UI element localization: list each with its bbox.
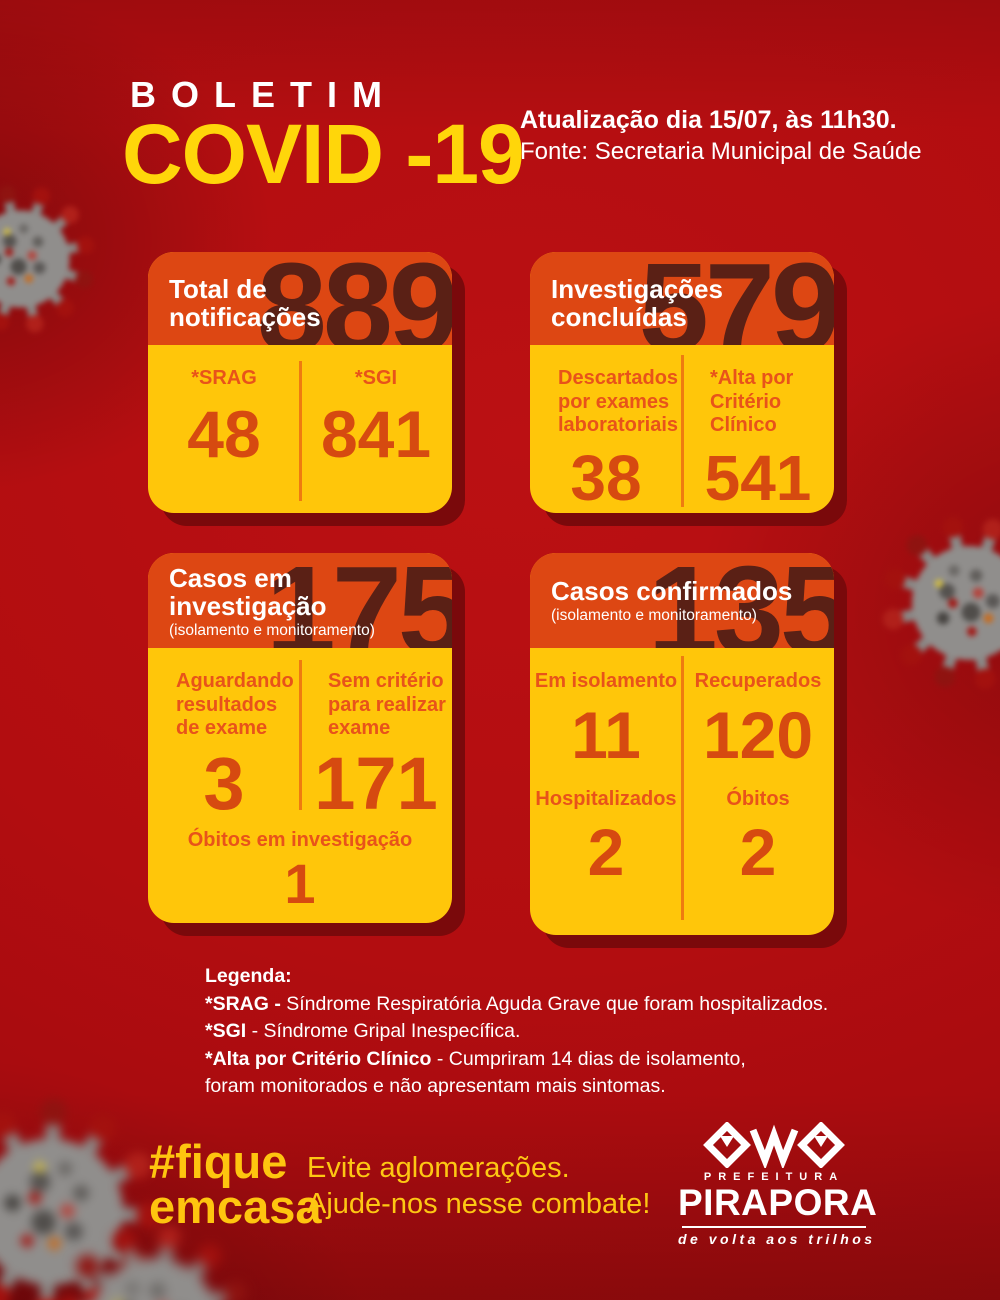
- virus-icon: [0, 157, 123, 361]
- stat-column: Sem critério para realizar exame 171: [300, 648, 452, 821]
- legend-line: *SRAG - Síndrome Respiratória Aguda Grav…: [205, 991, 828, 1019]
- stat-label: Descartados por exames laboratoriais: [558, 367, 679, 437]
- stat-column: *Alta por Critério Clínico 541: [682, 345, 834, 510]
- stat-value: 541: [704, 441, 812, 513]
- stat-column: Aguardando resultados de exame 3: [148, 648, 300, 821]
- footer-message-line1: Evite aglomerações.: [307, 1152, 570, 1184]
- legend-text: - Síndrome Gripal Inespecífica.: [246, 1020, 521, 1042]
- stat-label: Aguardando resultados de exame: [176, 670, 294, 740]
- card-title-line1: Casos em: [169, 563, 292, 593]
- pirapora-logo-mark-icon: [703, 1122, 845, 1168]
- bulletin-kicker: BOLETIM: [130, 74, 397, 115]
- legend-term: *Alta por Critério Clínico: [205, 1047, 432, 1070]
- stat-value: 11: [571, 697, 641, 772]
- card-subtitle: (isolamento e monitoramento): [551, 607, 757, 625]
- card-title-line1: Investigações: [551, 274, 723, 304]
- stat-label: *SGI: [354, 367, 398, 389]
- virus-icon: [856, 490, 1000, 715]
- stat-label: Hospitalizados: [535, 787, 677, 810]
- card-body: *SRAG 48 *SGI 841: [148, 345, 452, 501]
- stat-label: Sem critério para realizar exame: [328, 670, 446, 740]
- page-title: COVID -19: [122, 107, 525, 201]
- stat-value: 38: [570, 441, 642, 513]
- card-body: Aguardando resultados de exame 3 Sem cri…: [148, 648, 452, 912]
- hashtag-line1: #fique: [149, 1135, 288, 1188]
- logo-divider: [682, 1225, 866, 1228]
- legend-line: foram monitorados e não apresentam mais …: [205, 1073, 828, 1101]
- column-divider: [680, 656, 684, 920]
- stat-value: 120: [702, 697, 814, 772]
- card-title-line2: concluídas: [551, 302, 687, 333]
- hashtag-line2: emcasa: [149, 1179, 322, 1233]
- card-title: Total de notificações: [148, 252, 452, 331]
- column-divider: [298, 660, 302, 810]
- stat-column: *SGI 841: [300, 345, 452, 467]
- legend-term: *SGI: [205, 1020, 247, 1042]
- logo-tagline-text: de volta aos trilhos: [678, 1230, 876, 1247]
- stay-home-hashtag: #fique emcasa: [149, 1135, 322, 1233]
- card-title-line2: notificações: [169, 302, 321, 333]
- legend: Legenda: *SRAG - Síndrome Respiratória A…: [205, 963, 828, 1101]
- stat-value: 48: [187, 396, 261, 471]
- stat-value: 1: [284, 852, 316, 916]
- legend-term: *SRAG -: [205, 992, 281, 1015]
- card-big-number: 175: [265, 553, 452, 648]
- card-body: Descartados por exames laboratoriais 38 …: [530, 345, 834, 510]
- card-header: Casos confirmados (isolamento e monitora…: [530, 553, 834, 648]
- stat-value: 2: [587, 815, 625, 890]
- stat-column: Descartados por exames laboratoriais 38: [530, 345, 682, 510]
- stat-label: *Alta por Critério Clínico: [710, 367, 794, 437]
- legend-line: *Alta por Critério Clínico - Cumpriram 1…: [205, 1046, 828, 1074]
- card-casos-em-investigacao: Casos em investigação (isolamento e moni…: [148, 553, 452, 923]
- card-title-line1: Casos confirmados: [551, 576, 793, 606]
- deaths-under-investigation: Óbitos em investigação 1: [148, 829, 452, 913]
- footer-message: Evite aglomerações. Ajude-nos nesse comb…: [307, 1151, 650, 1223]
- logo-prefeitura-text: PREFEITURA: [703, 1171, 845, 1183]
- legend-text: foram monitorados e não apresentam mais …: [205, 1075, 666, 1097]
- stat-column: *SRAG 48: [148, 345, 300, 467]
- card-big-number: 579: [638, 252, 834, 345]
- stat-label: *SRAG: [191, 367, 257, 389]
- card-header: Casos em investigação (isolamento e moni…: [148, 553, 452, 648]
- footer-message-line2: Ajude-nos nesse combate!: [307, 1187, 651, 1220]
- card-header: Investigações concluídas 579: [530, 252, 834, 345]
- column-divider: [680, 355, 684, 507]
- stat-value: 2: [739, 815, 777, 890]
- stat-label: Óbitos: [726, 787, 790, 810]
- column-divider: [298, 361, 302, 501]
- card-header: Total de notificações 889: [148, 252, 452, 345]
- card-total-notificacoes: Total de notificações 889 *SRAG 48 *SGI …: [148, 252, 452, 513]
- card-title: Investigações concluídas: [530, 252, 834, 331]
- card-title: Casos confirmados (isolamento e monitora…: [530, 553, 834, 626]
- card-title-line1: Total de: [169, 274, 267, 304]
- stat-value: 3: [203, 741, 245, 825]
- prefeitura-pirapora-logo: PREFEITURA PIRAPORA de volta aos trilhos: [678, 1122, 878, 1247]
- stat-value: 841: [320, 396, 432, 471]
- card-big-number: 889: [256, 252, 452, 345]
- stat-column: Recuperados 120 Óbitos 2: [682, 648, 834, 885]
- card-casos-confirmados: Casos confirmados (isolamento e monitora…: [530, 553, 834, 935]
- card-title-line2: investigação: [169, 591, 327, 622]
- legend-text: Síndrome Respiratória Aguda Grave que fo…: [280, 992, 829, 1015]
- data-source: Fonte: Secretaria Municipal de Saúde: [520, 138, 922, 165]
- logo-city-text: PIRAPORA: [678, 1182, 878, 1223]
- stat-label: Em isolamento: [534, 670, 678, 692]
- stat-label: Recuperados: [694, 670, 822, 692]
- legend-text: - Cumpriram 14 dias de isolamento,: [431, 1047, 746, 1070]
- card-title: Casos em investigação (isolamento e moni…: [148, 553, 452, 641]
- stat-label: Óbitos em investigação: [187, 828, 413, 851]
- update-timestamp: Atualização dia 15/07, às 11h30.: [520, 106, 897, 134]
- card-big-number: 135: [647, 553, 834, 648]
- card-body: Em isolamento 11 Hospitalizados 2 Recupe…: [530, 648, 834, 920]
- stat-value: 171: [314, 741, 438, 825]
- stat-column: Em isolamento 11 Hospitalizados 2: [530, 648, 682, 885]
- card-investigacoes-concluidas: Investigações concluídas 579 Descartados…: [530, 252, 834, 513]
- legend-heading: Legenda:: [205, 965, 292, 987]
- legend-line: *SGI - Síndrome Gripal Inespecífica.: [205, 1018, 828, 1046]
- card-subtitle: (isolamento e monitoramento): [169, 622, 375, 640]
